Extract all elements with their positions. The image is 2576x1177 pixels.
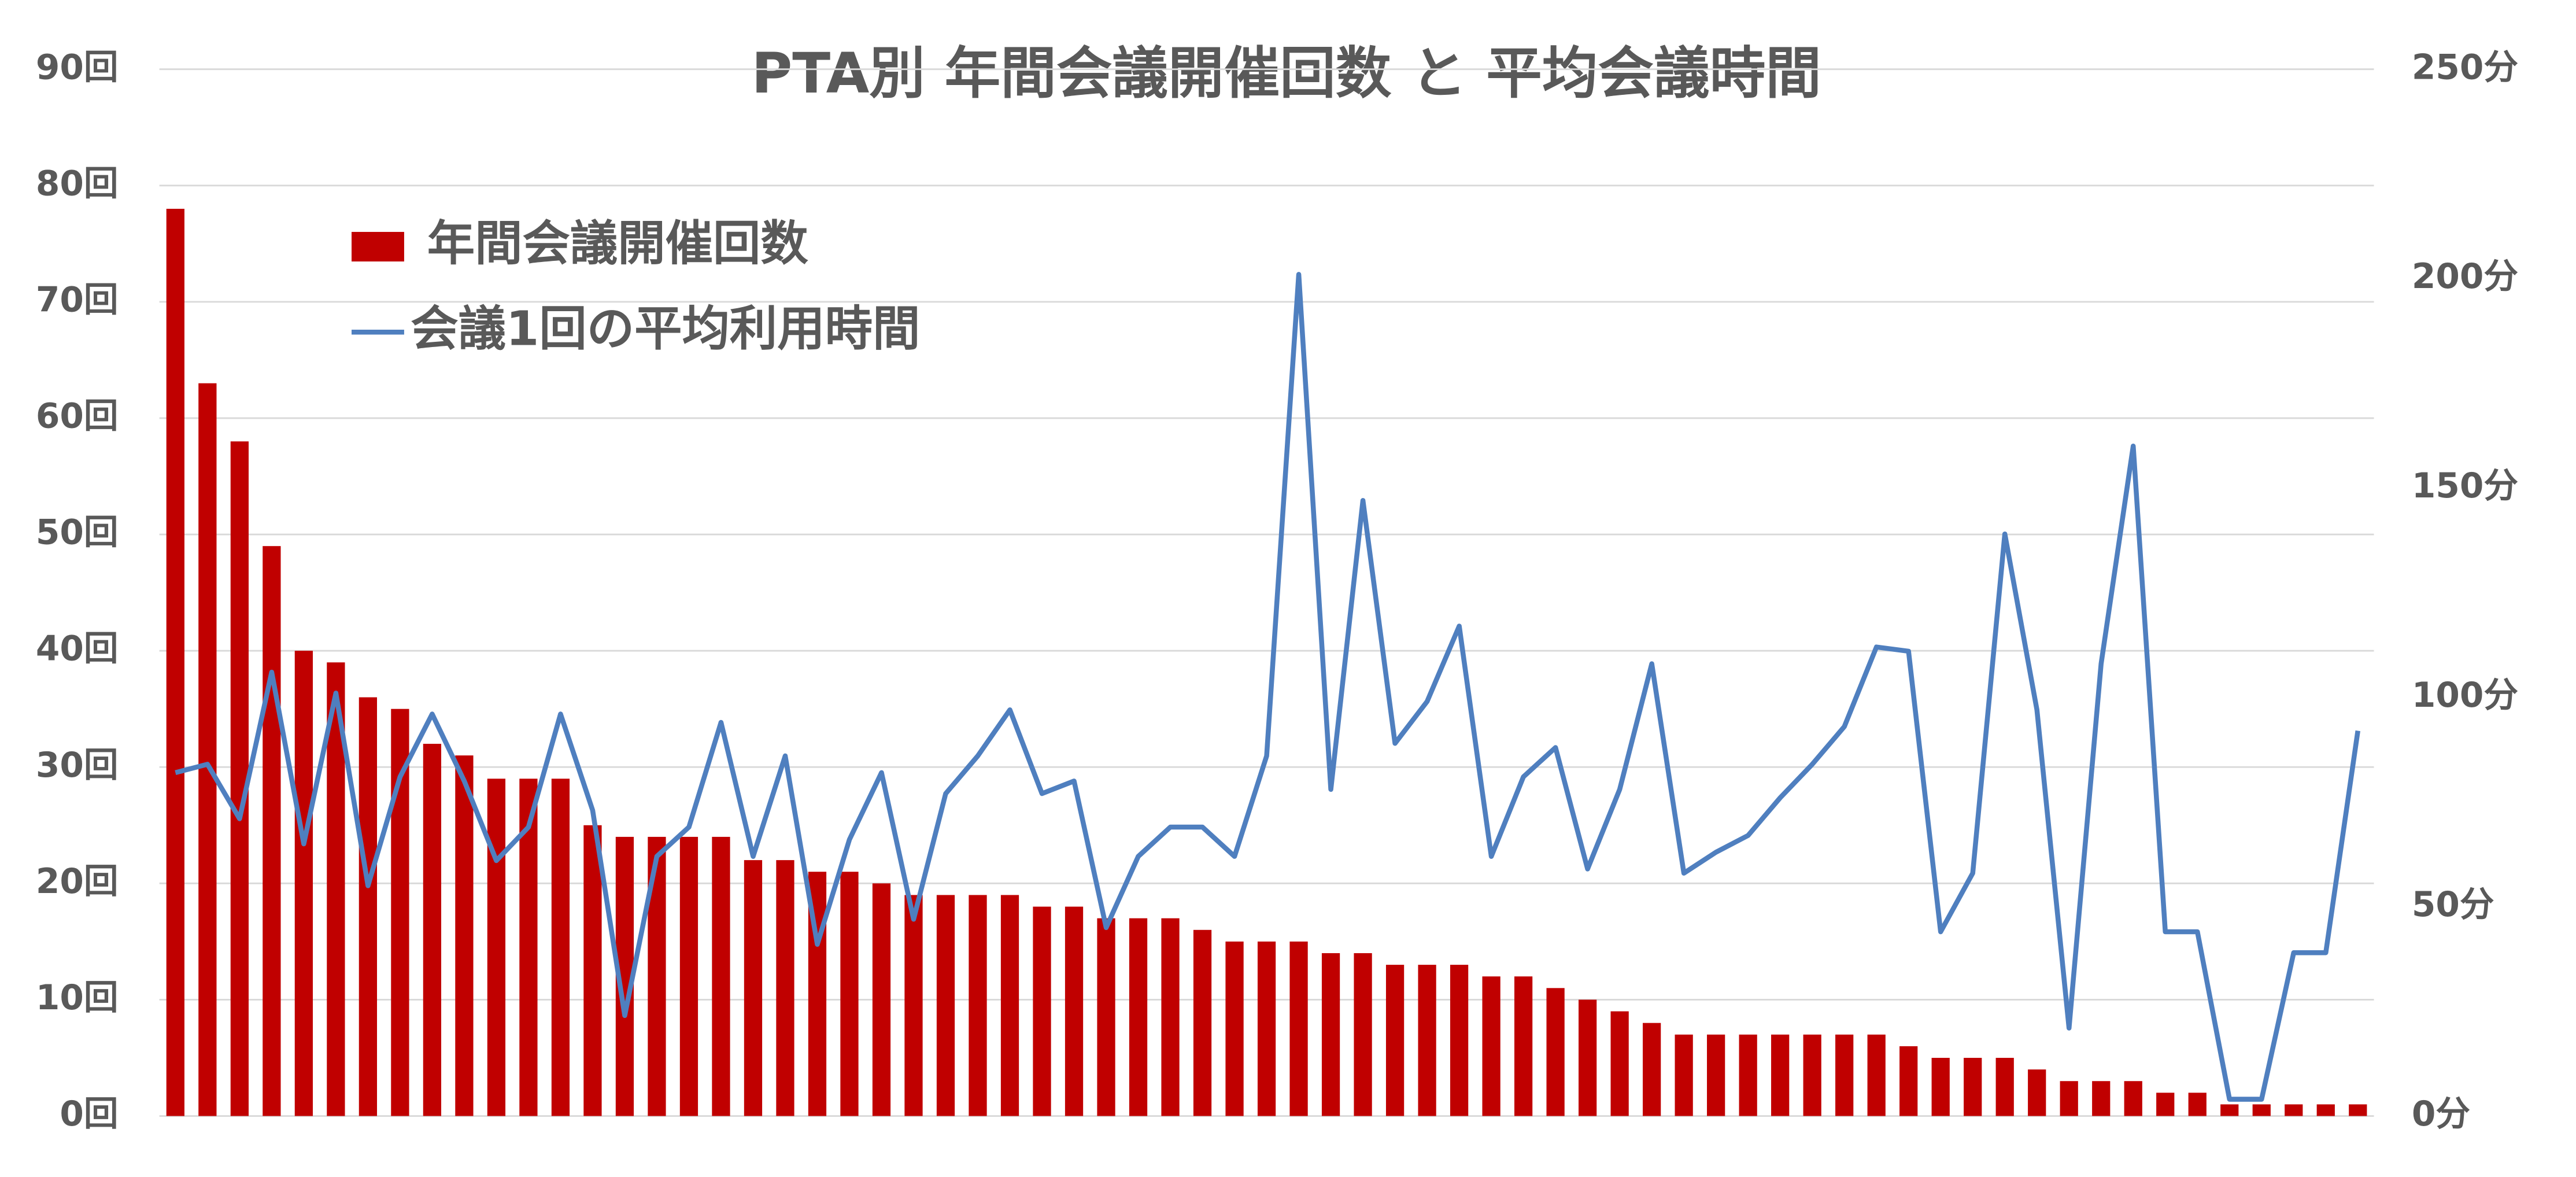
line bbox=[175, 272, 2360, 1102]
bar bbox=[1289, 941, 1308, 1116]
legend-label: 年間会議開催回数 bbox=[427, 216, 809, 271]
bar bbox=[936, 895, 955, 1116]
bar bbox=[1579, 999, 1597, 1116]
bar bbox=[1771, 1034, 1790, 1116]
bar bbox=[904, 895, 923, 1116]
bar bbox=[2188, 1093, 2207, 1116]
bar bbox=[969, 895, 987, 1116]
bar bbox=[1675, 1034, 1693, 1116]
y-tick-label: 70回 bbox=[36, 280, 119, 320]
y-tick-label: 10回 bbox=[36, 978, 119, 1018]
bar bbox=[1000, 895, 1019, 1116]
bar bbox=[872, 883, 891, 1116]
bar bbox=[1097, 918, 1115, 1116]
bar bbox=[1418, 965, 1436, 1116]
bar bbox=[1610, 1011, 1629, 1116]
y-tick-label: 40回 bbox=[36, 629, 119, 669]
bar bbox=[2092, 1081, 2111, 1116]
bar bbox=[198, 383, 217, 1116]
bar bbox=[1033, 906, 1051, 1116]
chart-title: PTA別 年間会議開催回数 と 平均会議時間 bbox=[751, 40, 1821, 106]
bar bbox=[1450, 965, 1469, 1116]
bar bbox=[2252, 1104, 2271, 1116]
bar bbox=[1899, 1046, 1918, 1116]
bar bbox=[2060, 1081, 2078, 1116]
bar bbox=[487, 778, 506, 1116]
y2-tick-label: 150分 bbox=[2412, 466, 2518, 506]
legend-swatch bbox=[352, 231, 404, 262]
bar bbox=[359, 697, 378, 1116]
bar bbox=[1129, 918, 1148, 1116]
bar bbox=[776, 860, 794, 1116]
bar bbox=[1995, 1057, 2014, 1116]
y-tick-label: 20回 bbox=[36, 862, 119, 902]
bar bbox=[583, 825, 602, 1116]
bar bbox=[263, 546, 281, 1116]
bar bbox=[1354, 953, 1372, 1116]
bar bbox=[1514, 976, 1533, 1116]
bar bbox=[294, 651, 313, 1116]
bar bbox=[1065, 906, 1084, 1116]
bar bbox=[2124, 1081, 2142, 1116]
y-tick-label: 60回 bbox=[36, 397, 119, 437]
bar bbox=[744, 860, 763, 1116]
bar bbox=[1546, 988, 1565, 1116]
bar bbox=[1643, 1023, 1661, 1116]
y2-tick-label: 50分 bbox=[2412, 885, 2494, 925]
bar bbox=[2028, 1069, 2046, 1116]
bar bbox=[2285, 1104, 2303, 1116]
bar bbox=[1867, 1034, 1886, 1116]
bar bbox=[1482, 976, 1500, 1116]
bar bbox=[1835, 1034, 1854, 1116]
y2-tick-label: 200分 bbox=[2412, 257, 2518, 297]
bar bbox=[1257, 941, 1276, 1116]
bar bbox=[551, 778, 570, 1116]
bar bbox=[1385, 965, 1405, 1116]
y-tick-label: 50回 bbox=[36, 513, 119, 553]
bar bbox=[2316, 1104, 2335, 1116]
bar bbox=[1321, 953, 1340, 1116]
bar bbox=[423, 744, 442, 1116]
legend-label: 会議1回の平均利用時間 bbox=[411, 302, 920, 357]
y-tick-label: 0回 bbox=[60, 1094, 118, 1134]
bar bbox=[230, 441, 249, 1116]
bar bbox=[166, 208, 184, 1116]
y-tick-label: 30回 bbox=[36, 746, 119, 785]
bar bbox=[679, 836, 698, 1116]
bar bbox=[1225, 941, 1244, 1116]
bar bbox=[391, 709, 409, 1116]
bar bbox=[1707, 1034, 1725, 1116]
bar bbox=[1931, 1057, 1950, 1116]
bar bbox=[1964, 1057, 1982, 1116]
bar bbox=[455, 755, 474, 1116]
bar bbox=[840, 872, 859, 1116]
y-tick-label: 90回 bbox=[36, 47, 119, 87]
y2-tick-label: 250分 bbox=[2412, 47, 2518, 87]
bar bbox=[2220, 1104, 2239, 1116]
y2-tick-label: 0分 bbox=[2412, 1094, 2470, 1134]
bar bbox=[2156, 1093, 2175, 1116]
bar bbox=[1803, 1034, 1821, 1116]
bar bbox=[712, 836, 730, 1116]
bar bbox=[1193, 929, 1212, 1116]
y-tick-label: 80回 bbox=[36, 164, 119, 204]
bar bbox=[2349, 1104, 2367, 1116]
y2-tick-label: 100分 bbox=[2412, 676, 2518, 715]
bar bbox=[1739, 1034, 1757, 1116]
bar bbox=[1161, 918, 1180, 1116]
